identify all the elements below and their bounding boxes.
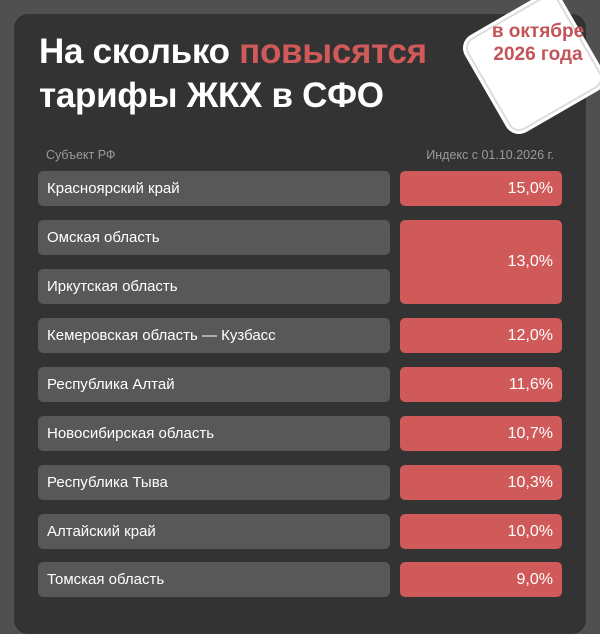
index-value-merged: 13,0% xyxy=(400,220,562,304)
index-value: 12,0% xyxy=(400,318,562,353)
region-name: Красноярский край xyxy=(38,171,390,206)
region-name: Кемеровская область — Кузбасс xyxy=(38,318,390,353)
region-name: Новосибирская область xyxy=(38,416,390,451)
index-value: 10,0% xyxy=(400,514,562,549)
region-name: Томская область xyxy=(38,562,390,597)
badge-text: в октябре 2026 года xyxy=(463,20,600,66)
index-value: 11,6% xyxy=(400,367,562,402)
index-value: 15,0% xyxy=(400,171,562,206)
region-name: Республика Тыва xyxy=(38,465,390,500)
region-name: Омская область xyxy=(38,220,390,255)
date-badge: в октябре 2026 года xyxy=(461,0,600,142)
badge-line-1: в октябре xyxy=(491,21,585,42)
column-header-subject: Субъект РФ xyxy=(46,148,116,162)
title-accent: повысятся xyxy=(239,32,427,71)
title-text-2: тарифы ЖКХ в СФО xyxy=(39,76,384,115)
region-name: Алтайский край xyxy=(38,514,390,549)
title-text-1: На сколько xyxy=(39,32,240,71)
column-header-index: Индекс с 01.10.2026 г. xyxy=(426,148,554,162)
region-name: Республика Алтай xyxy=(38,367,390,402)
index-value: 9,0% xyxy=(400,562,562,597)
badge-line-2: 2026 года xyxy=(493,44,583,65)
index-value: 10,7% xyxy=(400,416,562,451)
region-name: Иркутская область xyxy=(38,269,390,304)
index-value: 10,3% xyxy=(400,465,562,500)
page-title: На сколько повысятся тарифы ЖКХ в СФО xyxy=(39,30,427,118)
